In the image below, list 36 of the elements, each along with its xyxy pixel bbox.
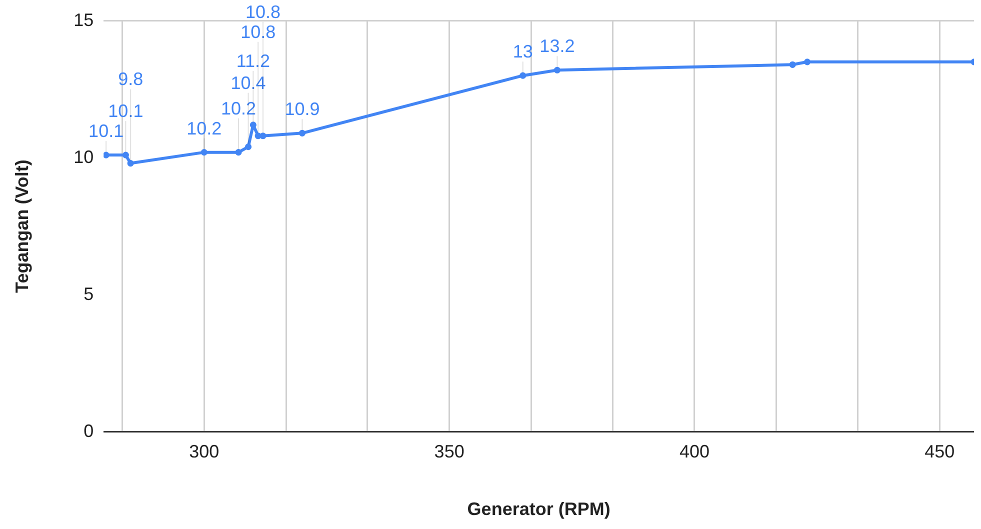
data-label: 10.9: [284, 99, 320, 120]
data-label: 10.8: [240, 22, 276, 42]
data-label: 10.8: [245, 2, 281, 22]
data-label: 10.2: [220, 98, 256, 118]
x-axis-title: Generator (RPM): [467, 499, 610, 520]
point: [298, 130, 306, 136]
y-tick-label: 0: [84, 420, 94, 441]
x-tick-label: 450: [924, 442, 955, 462]
x-tick-label: 300: [189, 442, 220, 462]
point: [200, 149, 208, 156]
x-tick-label: 350: [434, 442, 464, 462]
data-label: 11.2: [236, 50, 270, 71]
point: [250, 122, 256, 128]
y-tick-label: 15: [74, 10, 94, 30]
point: [554, 66, 560, 74]
data-label: 10.2: [186, 118, 222, 138]
data-label: 10.1: [108, 101, 144, 122]
y-tick-label: 5: [84, 284, 94, 304]
data-label: 13.2: [540, 36, 575, 56]
point: [235, 149, 242, 156]
point: [520, 72, 526, 79]
y-axis-title: Tegangan (Volt): [12, 160, 32, 293]
data-label: 10.1: [88, 121, 124, 142]
x-tick-label: 400: [679, 442, 710, 462]
y-tick-label: 10: [74, 146, 94, 167]
data-label: 9.8: [118, 69, 144, 90]
point: [244, 144, 252, 150]
point: [804, 58, 811, 66]
point: [254, 132, 262, 140]
point: [104, 152, 110, 158]
point: [127, 160, 134, 167]
data-label: 10.4: [230, 72, 266, 93]
data-label: 13: [512, 42, 533, 62]
point: [122, 152, 129, 158]
point: [260, 132, 266, 140]
point: [789, 61, 796, 68]
